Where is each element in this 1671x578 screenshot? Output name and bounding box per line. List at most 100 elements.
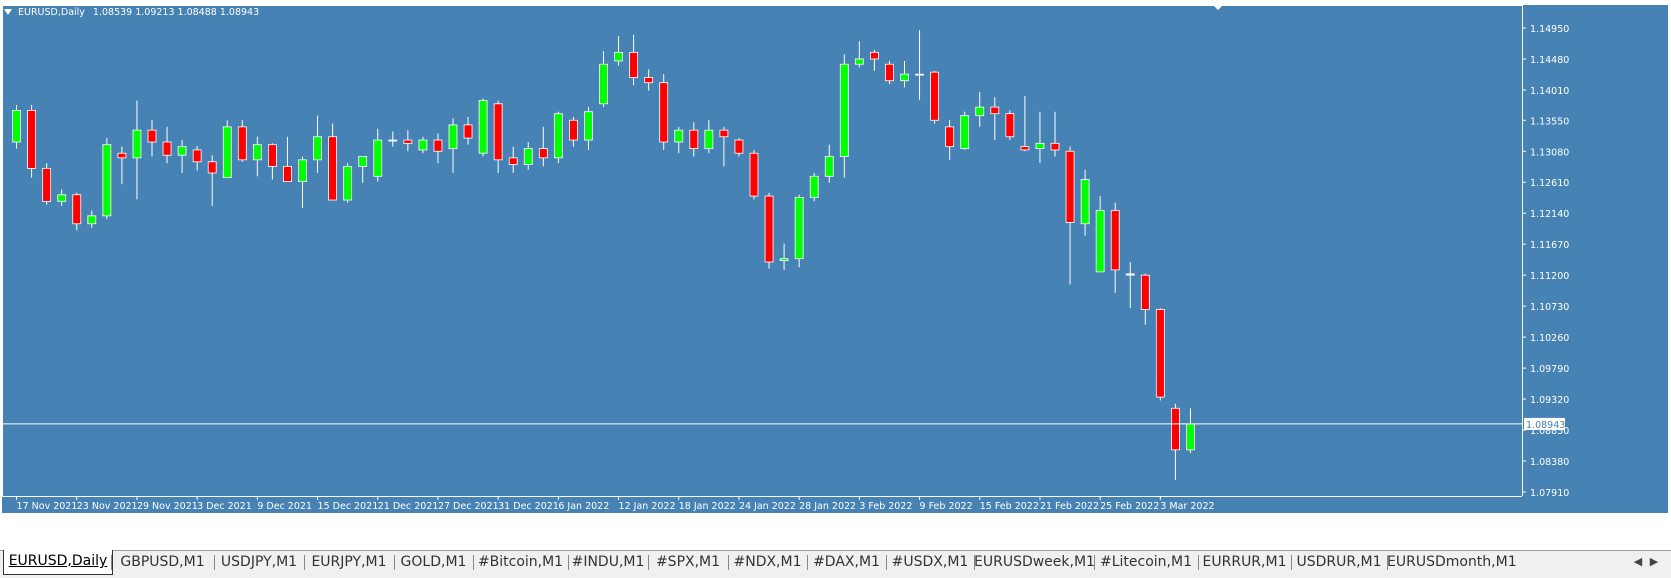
candle-bullish xyxy=(252,144,262,161)
tab-eurusd-daily[interactable]: EURUSD,Daily xyxy=(3,550,113,575)
candle-bullish xyxy=(794,196,804,260)
price-tick-label: 1.12610 xyxy=(1530,178,1569,189)
candle-bearish xyxy=(147,129,157,143)
price-tick-label: 1.14010 xyxy=(1530,86,1569,97)
candle-bearish xyxy=(734,139,744,154)
candle-bullish xyxy=(900,73,909,82)
candle-bearish xyxy=(719,129,729,138)
tab-spx-m1[interactable]: #SPX,M1 xyxy=(655,554,721,570)
date-tick-label: 12 Jan 2022 xyxy=(619,501,676,512)
candle-bearish xyxy=(237,126,247,161)
candle-bullish xyxy=(358,156,368,167)
tab-separator xyxy=(1094,555,1095,570)
date-tick-label: 18 Jan 2022 xyxy=(679,501,736,512)
candle-bullish xyxy=(960,115,970,150)
price-tick-label: 1.09320 xyxy=(1530,395,1569,406)
tab-scroll-right-icon[interactable]: ▶ xyxy=(1649,555,1659,568)
candle-bullish xyxy=(809,175,819,198)
tab-litecoin-m1[interactable]: #Litecoin,M1 xyxy=(1100,554,1192,570)
tab-separator xyxy=(728,555,729,570)
chart-shift-triangle-icon[interactable] xyxy=(1213,5,1223,10)
candle-bearish xyxy=(1125,273,1135,276)
date-tick-label: 9 Dec 2021 xyxy=(257,501,312,512)
price-tick-label: 1.14950 xyxy=(1530,24,1569,35)
candle-bearish xyxy=(945,126,955,148)
candle-bearish xyxy=(1155,309,1165,398)
date-tick-label: 15 Dec 2021 xyxy=(318,501,379,512)
date-tick-label: 29 Nov 2021 xyxy=(137,501,198,512)
tab-separator xyxy=(214,555,215,570)
tab-scroll-left-icon[interactable]: ◀ xyxy=(1633,555,1643,568)
date-tick-label: 3 Mar 2022 xyxy=(1160,501,1214,512)
tab-gold-m1[interactable]: GOLD,M1 xyxy=(400,554,467,570)
tab-separator xyxy=(111,555,112,570)
tab-usdrur-m1[interactable]: USDRUR,M1 xyxy=(1296,554,1382,570)
date-tick-label: 21 Feb 2022 xyxy=(1040,501,1099,512)
tab-bitcoin-m1[interactable]: #Bitcoin,M1 xyxy=(477,554,564,570)
tab-separator xyxy=(304,555,305,570)
candle-bullish xyxy=(824,156,834,177)
candle-bearish xyxy=(403,139,413,144)
price-tick-label: 1.07910 xyxy=(1530,488,1569,499)
chart-window[interactable]: 1.14950 1.14480 1.14010 1.13550 1.13080 1.126… xyxy=(0,0,1671,549)
tab-usdx-m1[interactable]: #USDX,M1 xyxy=(891,554,969,570)
time-axis-area xyxy=(2,496,1668,513)
tab-usdjpy-m1[interactable]: USDJPY,M1 xyxy=(220,554,298,570)
date-tick-label: 27 Dec 2021 xyxy=(438,501,499,512)
candle-bearish xyxy=(1110,210,1120,271)
candle-bearish xyxy=(644,77,654,84)
candle-bearish xyxy=(433,139,443,152)
date-tick-label: 6 Jan 2022 xyxy=(558,501,609,512)
candle-bullish xyxy=(448,124,458,150)
candle-bullish xyxy=(87,215,97,225)
ohlc-label: 1.08539 1.09213 1.08488 1.08943 xyxy=(92,6,260,18)
price-tick-label: 1.08380 xyxy=(1530,457,1569,468)
candlestick-chart[interactable]: 1.14950 1.14480 1.14010 1.13550 1.13080 1.126… xyxy=(0,0,1671,549)
candle-bullish xyxy=(343,166,353,201)
candle-bullish xyxy=(1095,210,1105,273)
candle-bullish xyxy=(704,129,714,150)
current-price-tag xyxy=(1524,417,1565,430)
date-tick-label: 23 Nov 2021 xyxy=(77,501,138,512)
tab-separator xyxy=(648,555,649,570)
tab-dax-m1[interactable]: #DAX,M1 xyxy=(813,554,880,570)
candle-bullish xyxy=(418,139,428,151)
candle-bearish xyxy=(192,149,202,163)
candle-bearish xyxy=(1050,142,1060,151)
candle-bullish xyxy=(1186,423,1195,451)
candle-bearish xyxy=(885,63,894,82)
candle-bearish xyxy=(659,82,669,143)
tab-separator xyxy=(807,555,808,570)
candle-bullish xyxy=(132,129,142,159)
chart-menu-triangle-icon[interactable] xyxy=(4,9,12,15)
tab-eurrur-m1[interactable]: EURRUR,M1 xyxy=(1202,554,1287,570)
candle-bearish xyxy=(1005,113,1015,138)
tab-eurusdweek-m1[interactable]: EURUSDweek,M1 xyxy=(974,554,1095,570)
date-tick-label: 17 Nov 2021 xyxy=(17,501,78,512)
tab-separator xyxy=(1291,555,1292,570)
candle-bullish xyxy=(614,51,623,62)
candle-bullish xyxy=(1035,142,1045,150)
tab-gbpusd-m1[interactable]: GBPUSD,M1 xyxy=(120,554,205,570)
candle-bearish xyxy=(27,109,37,169)
candle-bearish xyxy=(72,194,82,225)
candle-bearish xyxy=(493,103,503,161)
candle-bearish xyxy=(629,51,638,78)
candle-bearish xyxy=(1065,150,1075,223)
tab-separator xyxy=(394,555,395,570)
price-tick-label: 1.12140 xyxy=(1530,209,1569,220)
candle-bullish xyxy=(373,139,383,177)
candle-bearish xyxy=(689,129,699,150)
tab-ndx-m1[interactable]: #NDX,M1 xyxy=(733,554,802,570)
candle-bearish xyxy=(1171,407,1180,451)
tab-separator xyxy=(473,555,474,570)
price-tick-label: 1.11200 xyxy=(1530,271,1569,282)
tab-indu-m1[interactable]: #INDU,M1 xyxy=(571,554,645,570)
tab-eurjpy-m1[interactable]: EURJPY,M1 xyxy=(311,554,387,570)
tab-eurusdmonth-m1[interactable]: EURUSDmonth,M1 xyxy=(1387,554,1517,570)
price-tick-label: 1.11670 xyxy=(1530,240,1569,251)
candle-bullish xyxy=(222,126,232,179)
plot-area[interactable] xyxy=(2,5,1522,496)
date-tick-label: 15 Feb 2022 xyxy=(980,501,1039,512)
tab-separator xyxy=(568,555,569,570)
